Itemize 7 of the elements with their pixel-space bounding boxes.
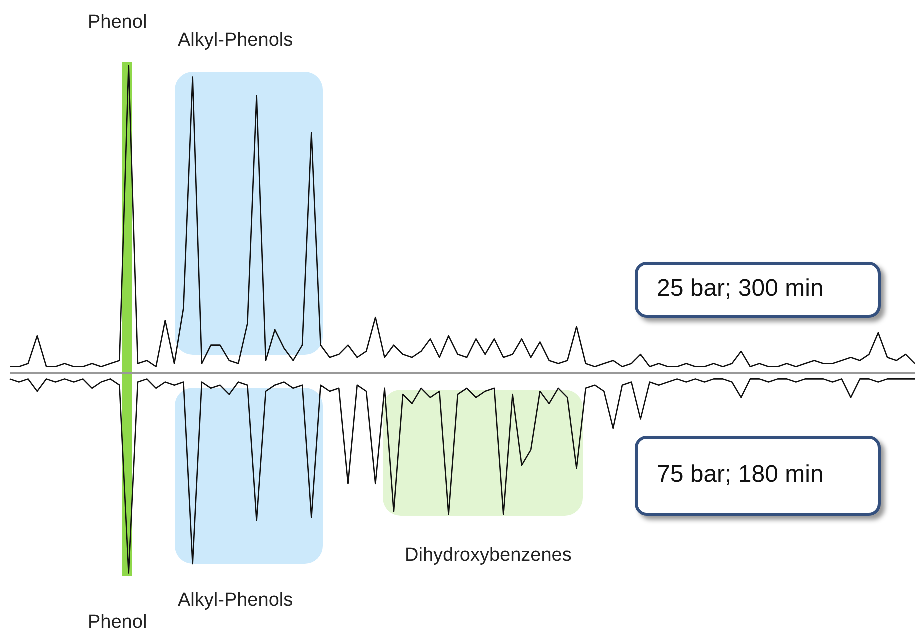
text: Alkyl-Phenols — [178, 30, 294, 52]
series-label: 75 bar; 180 min — [657, 461, 824, 489]
text: 25 bar; 300 min — [657, 275, 824, 303]
text: Alkyl-Phenols — [178, 590, 294, 612]
text: Phenol — [88, 12, 148, 34]
annotation: Dihydroxybenzenes — [405, 545, 572, 567]
text: Phenol — [88, 612, 148, 633]
